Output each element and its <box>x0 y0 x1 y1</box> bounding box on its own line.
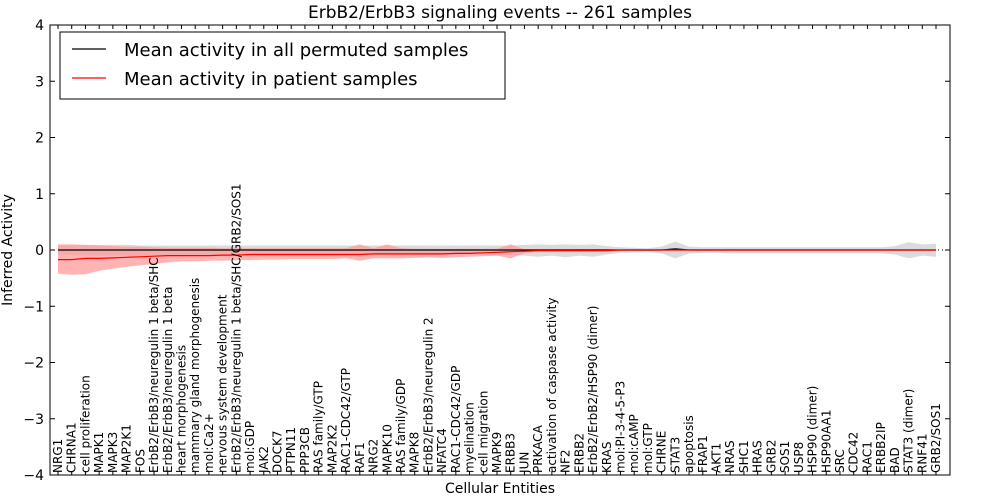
legend-label-permuted: Mean activity in all permuted samples <box>124 40 468 61</box>
x-category-label: ErbB2/ErbB3/neuregulin 2 <box>421 317 435 473</box>
x-category-label: RAS family/GDP <box>394 379 408 473</box>
x-category-label: HSP90AA1 <box>819 410 833 474</box>
x-category-label: RAC1 <box>860 441 874 473</box>
x-category-label: nervous system development <box>216 294 230 473</box>
x-category-label: USP8 <box>792 442 806 473</box>
y-tick-label: 0 <box>35 243 44 259</box>
y-tick-label: −4 <box>23 468 44 484</box>
y-tick-label: 4 <box>35 18 44 34</box>
x-category-label: FRAP1 <box>696 435 710 473</box>
x-category-label: MAPK9 <box>490 432 504 473</box>
x-category-label: JUN <box>517 452 531 474</box>
x-category-label: ERBB2 <box>572 433 586 473</box>
x-category-label: MAPK8 <box>408 432 422 473</box>
x-category-label: AKT1 <box>710 443 724 473</box>
x-category-label: NRG1 <box>51 439 65 473</box>
x-category-label: NF2 <box>559 449 573 473</box>
x-category-label: ErbB2/ErbB3/neuregulin 1 beta <box>161 286 175 473</box>
x-category-label: mammary gland morphogenesis <box>188 278 202 473</box>
x-category-label: BAD <box>888 447 902 473</box>
x-category-label: MAPK1 <box>92 432 106 473</box>
x-category-label: HRAS <box>751 440 765 473</box>
y-tick-label: −1 <box>23 299 44 315</box>
patient-mean-line <box>58 249 936 261</box>
x-category-label: KRAS <box>600 442 614 474</box>
axes: 4 3 2 1 0 −1 −2 −3 −4 NRG1 CHRNA1 cell proliferatio… <box>23 18 950 484</box>
x-axis-label: Cellular Entities <box>445 481 555 497</box>
chart-title: ErbB2/ErbB3 signaling events -- 261 samp… <box>308 3 692 23</box>
x-category-label: heart morphogenesis <box>175 345 189 473</box>
y-tick-label: 1 <box>35 187 44 203</box>
x-category-label: NRAS <box>723 440 737 473</box>
x-category-label: MAP2K2 <box>325 424 339 473</box>
x-category-label: SOS1 <box>778 441 792 473</box>
x-category-label: mol:GTP <box>641 423 655 473</box>
x-category-label: ERBB3 <box>504 433 518 473</box>
x-category-label: MAPK10 <box>380 424 394 473</box>
x-category-label: PTPN11 <box>284 427 298 473</box>
x-category-label: PRKACA <box>531 424 545 473</box>
x-category-label: cell proliferation <box>78 375 92 473</box>
x-category-label: RAC1-CDC42/GDP <box>449 366 463 473</box>
y-axis-label: Inferred Activity <box>0 194 16 306</box>
x-category-label: ErbB2/ErbB3/neuregulin 1 beta/SHC/GRB2/S… <box>229 183 243 473</box>
x-category-label: RAC1-CDC42/GTP <box>339 368 353 473</box>
x-category-label: apoptosis <box>682 415 696 473</box>
x-category-label: ErbB2/ErbB3/neuregulin 1 beta/SHC <box>147 257 161 473</box>
y-tick-label: 2 <box>35 131 44 147</box>
x-category-label: activation of caspase activity <box>545 298 559 473</box>
x-category-label: GRB2/SOS1 <box>929 403 943 473</box>
x-category-label: RNF41 <box>915 434 929 474</box>
x-category-label: MAP2K1 <box>120 424 134 473</box>
x-category-label: CHRNE <box>655 431 669 473</box>
x-category-label: mol:PI-3-4-5-P3 <box>614 381 628 473</box>
x-category-label: STAT3 <box>668 437 682 473</box>
x-category-label: ERBB2IP <box>874 422 888 473</box>
x-category-label: cell migration <box>476 391 490 473</box>
x-category-label: FOS <box>133 449 147 473</box>
patient-spread-band <box>58 244 936 275</box>
x-category-label: mol:Ca2+ <box>202 413 216 473</box>
x-category-label: myelination <box>463 402 477 473</box>
x-category-label: CHRNA1 <box>65 422 79 473</box>
plot-area <box>50 241 950 275</box>
x-category-label: RAS family/GTP <box>312 381 326 473</box>
y-tick-label: 3 <box>35 74 44 90</box>
x-category-label: STAT3 (dimer) <box>902 389 916 473</box>
legend-box <box>59 31 506 100</box>
x-category-label: CDC42 <box>847 432 861 473</box>
x-category-label: NRG2 <box>367 439 381 473</box>
x-category-label: GRB2 <box>764 440 778 474</box>
legend: Mean activity in all permuted samples Me… <box>59 31 506 100</box>
x-category-label: SHC1 <box>737 440 751 473</box>
legend-label-patient: Mean activity in patient samples <box>124 69 418 90</box>
y-tick-label: −2 <box>23 356 44 372</box>
x-category-label: HSP90 (dimer) <box>806 386 820 473</box>
x-category-label: NFATC4 <box>435 428 449 473</box>
x-category-label: mol:cAMP <box>627 414 641 473</box>
x-category-label: MAPK3 <box>106 432 120 473</box>
x-category-label: mol:GDP <box>243 421 257 473</box>
x-category-label: ErbB2/ErbB2/HSP90 (dimer) <box>586 306 600 473</box>
y-tick-label: −3 <box>23 412 44 428</box>
x-category-label: SRC <box>833 449 847 473</box>
x-category-label: JAK2 <box>257 446 271 474</box>
x-category-label: DOCK7 <box>271 430 285 473</box>
x-category-label: RAF1 <box>353 442 367 473</box>
x-category-label: PPP3CB <box>298 427 312 473</box>
